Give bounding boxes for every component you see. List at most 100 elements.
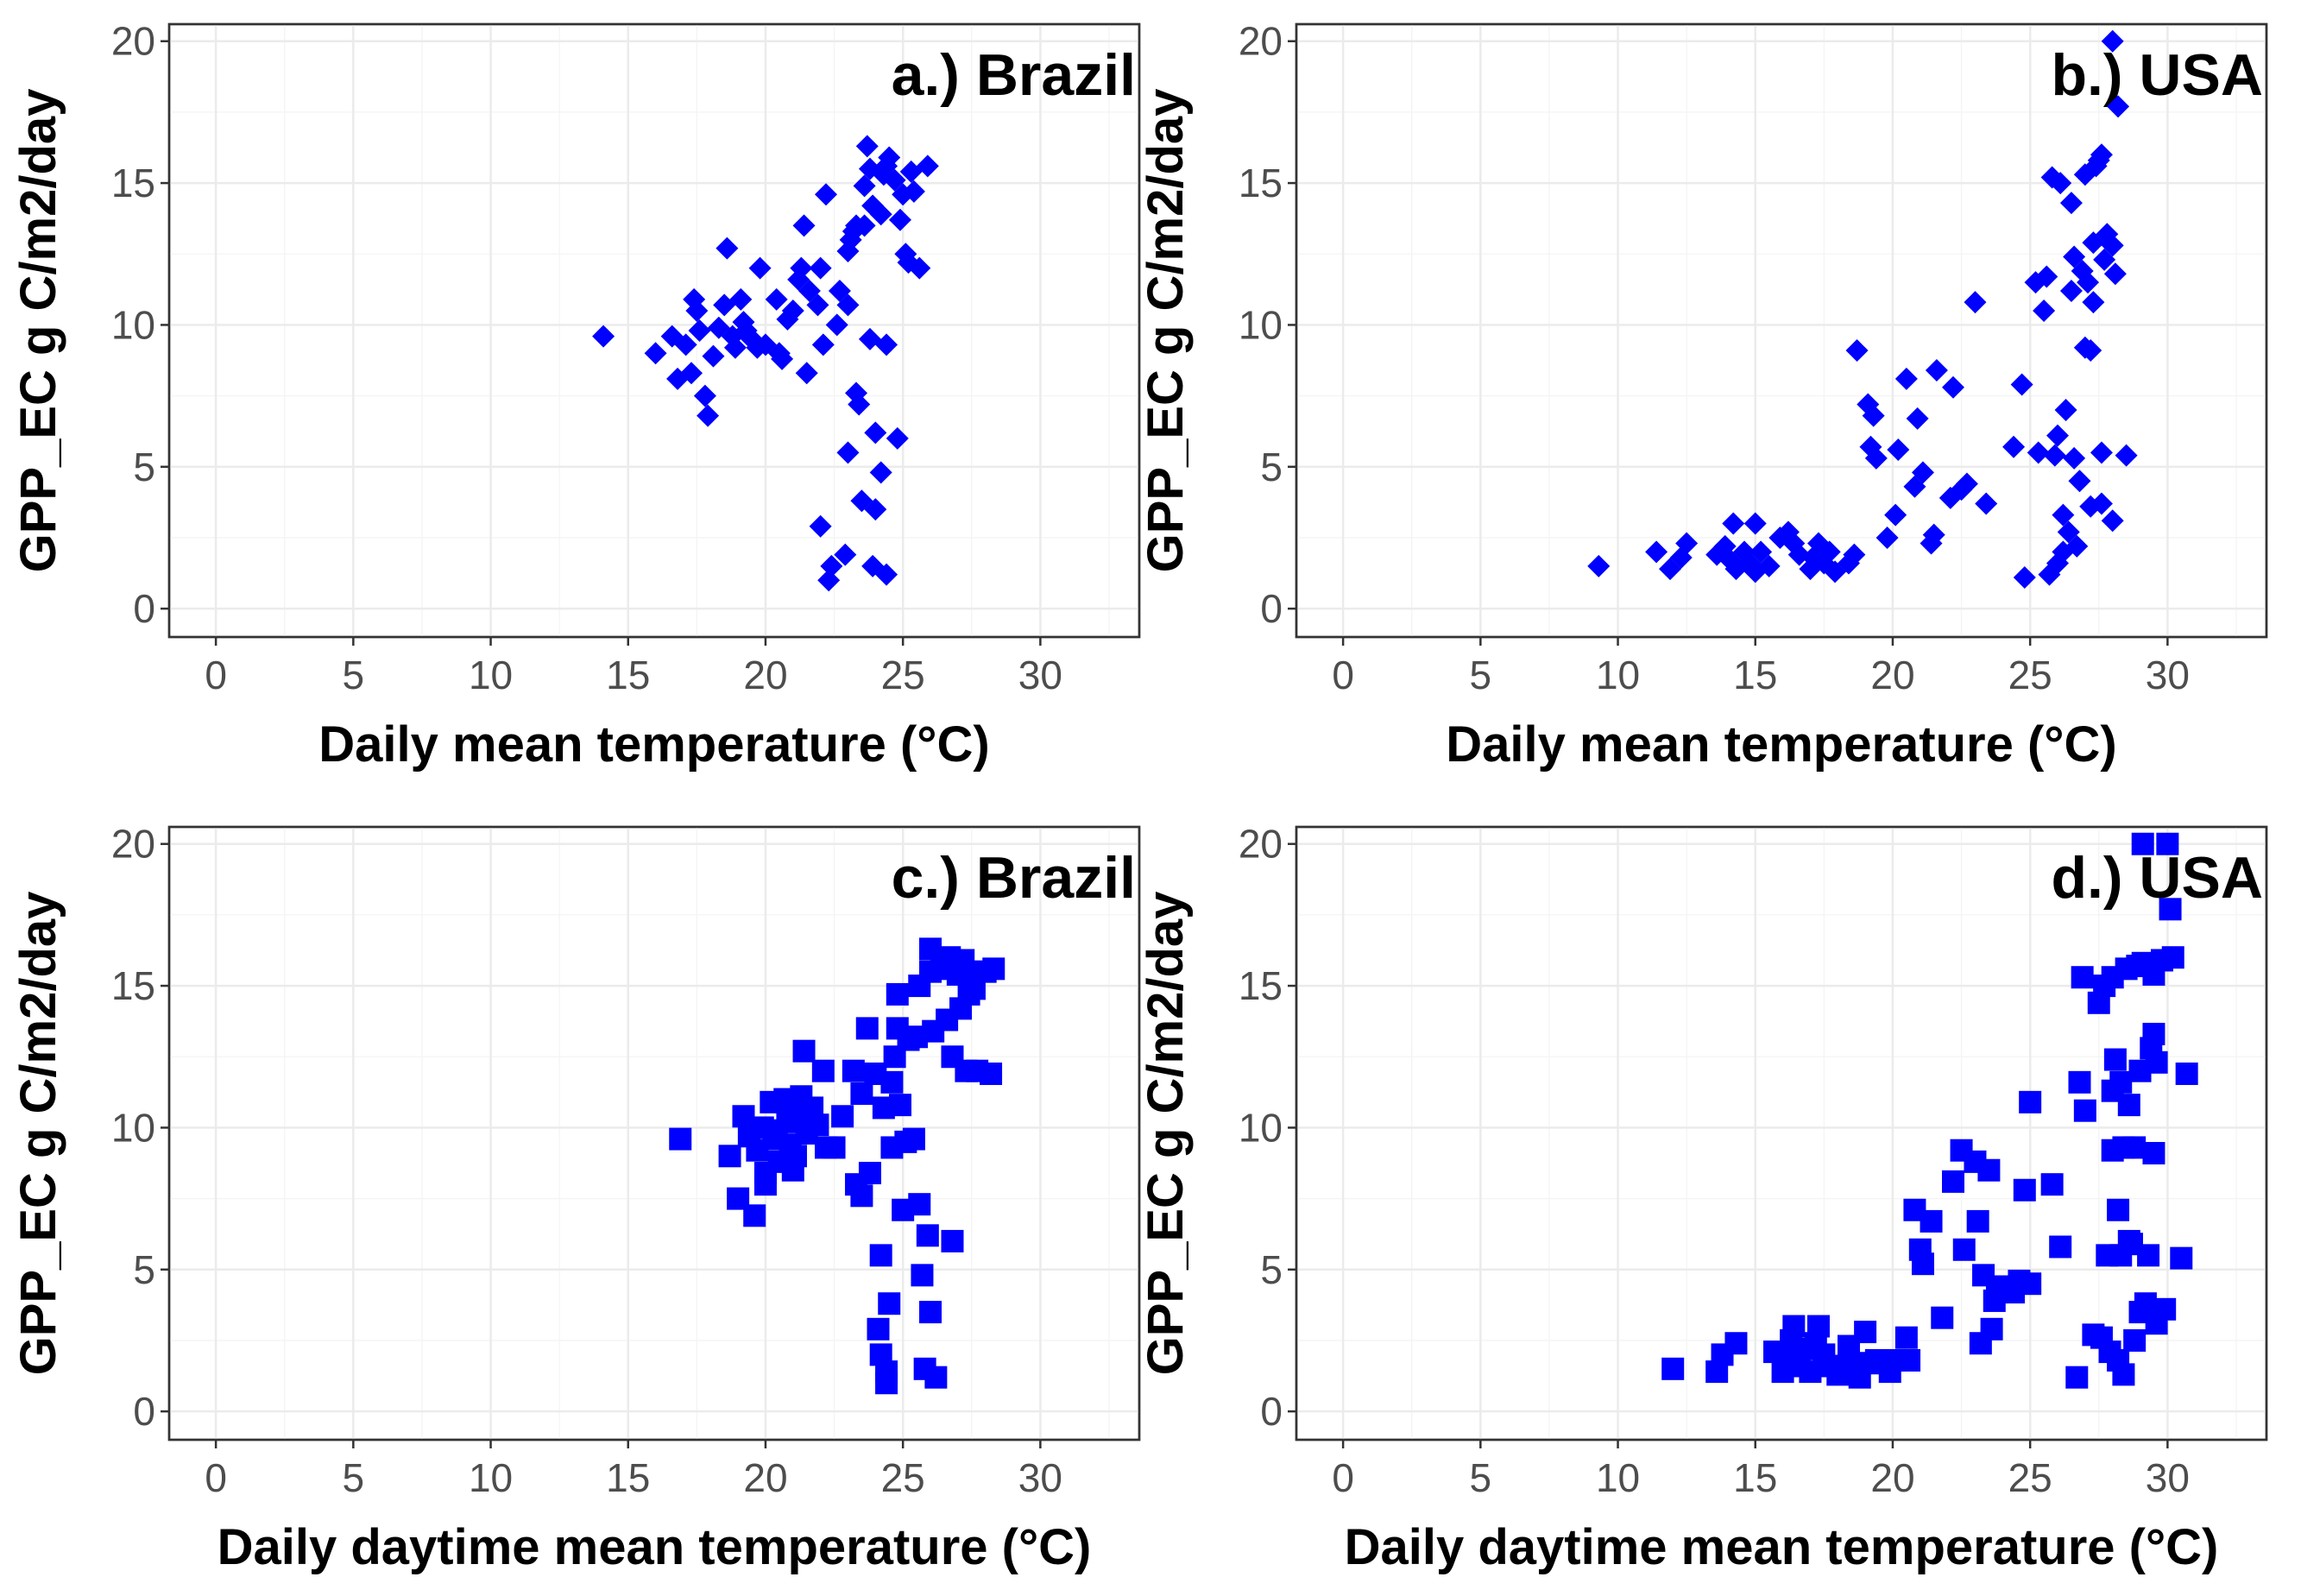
data-point — [1922, 523, 1945, 546]
y-tick-label: 0 — [133, 586, 155, 631]
data-point — [2103, 1048, 2127, 1071]
data-point — [2090, 441, 2113, 464]
y-tick-label: 20 — [1239, 19, 1283, 64]
data-point — [811, 1059, 835, 1082]
data-point — [2131, 832, 2154, 855]
data-point — [792, 1039, 816, 1063]
panel-c: c.) Brazil Daily daytime mean temperatur… — [10, 822, 1141, 1575]
data-point — [2153, 1297, 2177, 1321]
data-point — [825, 313, 848, 337]
data-point — [729, 287, 753, 311]
panel-d-points — [1661, 832, 2198, 1389]
data-point — [2090, 143, 2113, 167]
panel-b-points — [1587, 29, 2138, 589]
panel-a-points — [592, 135, 939, 592]
data-point — [1980, 1317, 2003, 1341]
x-tick-label: 10 — [1596, 653, 1640, 697]
data-point — [2013, 1178, 2036, 1202]
x-tick-label: 25 — [881, 1455, 925, 1500]
data-point — [941, 1229, 964, 1252]
panel-a-x-axis-title: Daily mean temperature (°C) — [318, 716, 989, 773]
data-point — [864, 498, 887, 521]
data-point — [2101, 29, 2124, 53]
data-point — [869, 461, 892, 484]
data-point — [1931, 1306, 1954, 1329]
data-point — [823, 1136, 846, 1159]
data-point — [902, 1127, 925, 1151]
data-point — [674, 333, 697, 356]
panel-d-y-axis-title: GPP_EC g C/m2/day — [1138, 892, 1194, 1376]
data-point — [806, 1113, 829, 1137]
x-tick-label: 30 — [2146, 1455, 2190, 1500]
data-point — [869, 1244, 892, 1267]
data-point — [2159, 898, 2182, 921]
data-point — [869, 203, 892, 226]
panel-d-border — [1295, 825, 2268, 1441]
data-point — [1887, 438, 1910, 462]
data-point — [2090, 492, 2113, 515]
data-point — [784, 1145, 807, 1168]
data-point — [875, 333, 898, 356]
data-point — [806, 293, 829, 317]
data-point — [693, 384, 716, 407]
data-point — [1975, 492, 1998, 515]
data-point — [1743, 512, 1767, 535]
data-point — [2068, 1070, 2091, 1094]
panel-c-y-axis-title: GPP_EC g C/m2/day — [10, 892, 66, 1376]
y-tick-label: 20 — [1239, 822, 1283, 867]
panel-d-x-axis-title: Daily daytime mean temperature (°C) — [1345, 1519, 2219, 1575]
data-point — [771, 347, 794, 370]
data-point — [2054, 399, 2077, 422]
panel-a-grid — [169, 24, 1139, 637]
data-point — [853, 174, 876, 198]
data-point — [1925, 359, 1948, 382]
y-tick-label: 10 — [111, 1105, 155, 1150]
panel-c-grid — [169, 827, 1139, 1440]
panel-c-x-axis-title: Daily daytime mean temperature (°C) — [217, 1519, 1092, 1575]
data-point — [2145, 1050, 2168, 1074]
data-point — [2123, 1328, 2147, 1352]
data-point — [836, 441, 860, 464]
data-point — [795, 362, 818, 385]
data-point — [919, 1301, 942, 1324]
panel-a-background — [167, 22, 1141, 639]
data-point — [2049, 1235, 2072, 1259]
data-point — [2049, 172, 2072, 195]
data-point — [2059, 192, 2083, 215]
panel-b-y-axis-title: GPP_EC g C/m2/day — [1138, 89, 1194, 573]
data-point — [2071, 966, 2094, 989]
data-point — [1942, 375, 1965, 399]
data-point — [2002, 435, 2026, 458]
data-point — [1661, 1357, 1685, 1380]
data-point — [850, 1184, 873, 1208]
data-point — [842, 1059, 865, 1082]
data-point — [2103, 262, 2127, 286]
data-point — [2109, 1070, 2133, 1094]
data-point — [1942, 1170, 1965, 1193]
x-tick-label: 10 — [469, 1455, 513, 1500]
panel-b-x-axis-title: Daily mean temperature (°C) — [1446, 716, 2116, 773]
y-tick-label: 5 — [1260, 1247, 1283, 1292]
data-point — [2052, 503, 2075, 527]
data-point — [2082, 291, 2105, 314]
data-point — [2019, 1090, 2042, 1113]
data-point — [2142, 1022, 2165, 1045]
data-point — [1806, 1315, 1830, 1338]
data-point — [2065, 534, 2089, 558]
data-point — [1757, 554, 1781, 577]
data-point — [853, 214, 876, 237]
data-point — [2046, 424, 2070, 447]
panel-c-points — [669, 937, 1006, 1395]
data-point — [1782, 1315, 1806, 1338]
data-point — [765, 287, 788, 311]
data-point — [878, 146, 901, 169]
data-point — [2161, 946, 2184, 969]
data-point — [924, 1366, 948, 1389]
data-point — [2068, 470, 2091, 493]
data-point — [2059, 279, 2083, 302]
data-point — [1862, 404, 1885, 427]
data-point — [2117, 1094, 2140, 1117]
x-tick-label: 10 — [469, 653, 513, 697]
x-tick-label: 15 — [606, 653, 650, 697]
data-point — [1964, 291, 1987, 314]
